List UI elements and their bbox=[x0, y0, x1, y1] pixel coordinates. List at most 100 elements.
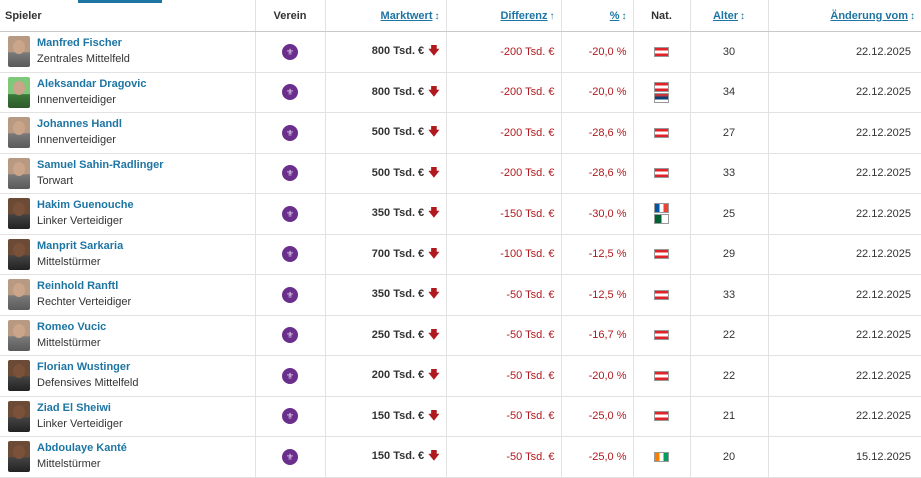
age-cell: 22 bbox=[689, 315, 768, 356]
player-name-link[interactable]: Johannes Handl bbox=[37, 118, 122, 131]
club-logo-icon[interactable]: ⚜ bbox=[282, 286, 298, 303]
club-cell: ⚜ bbox=[254, 193, 325, 234]
change-date-cell: 22.12.2025 bbox=[767, 355, 921, 396]
market-value: 500 Tsd. € bbox=[371, 166, 425, 179]
table-header-row: Spieler Verein Marktwert ↕ Differenz ↑ % ↕ … bbox=[0, 0, 921, 32]
player-name-link[interactable]: Aleksandar Dragovic bbox=[37, 77, 147, 90]
flag-at-icon bbox=[654, 249, 669, 260]
header-difference[interactable]: Differenz ↑ bbox=[445, 0, 561, 32]
change-date-cell: 22.12.2025 bbox=[767, 274, 921, 315]
player-name-link[interactable]: Romeo Vucic bbox=[37, 320, 107, 333]
player-avatar[interactable] bbox=[8, 117, 30, 149]
flag-at-icon bbox=[654, 81, 669, 92]
player-avatar[interactable] bbox=[8, 198, 30, 230]
change-date-cell: 15.12.2025 bbox=[767, 436, 921, 477]
difference-cell: -200 Tsd. € bbox=[445, 112, 561, 153]
arrow-down-icon: 🡇 bbox=[428, 247, 440, 260]
flag-fr-icon bbox=[654, 203, 669, 214]
sort-age-link[interactable]: Alter bbox=[712, 9, 739, 22]
player-avatar[interactable] bbox=[8, 238, 30, 270]
sort-up-icon[interactable]: ↑ bbox=[549, 10, 555, 22]
club-cell: ⚜ bbox=[254, 355, 325, 396]
age-cell: 33 bbox=[689, 153, 768, 194]
market-value: 700 Tsd. € bbox=[371, 247, 425, 260]
club-logo-icon[interactable]: ⚜ bbox=[282, 205, 298, 222]
difference-cell: -200 Tsd. € bbox=[445, 31, 561, 72]
market-value: 150 Tsd. € bbox=[371, 450, 425, 463]
arrow-down-icon: 🡇 bbox=[428, 166, 440, 179]
player-cell: Aleksandar Dragovic Innenverteidiger bbox=[0, 72, 255, 113]
player-avatar[interactable] bbox=[8, 157, 30, 189]
player-cell: Hakim Guenouche Linker Verteidiger bbox=[0, 194, 255, 235]
player-avatar[interactable] bbox=[8, 319, 30, 351]
sort-difference-link[interactable]: Differenz bbox=[500, 9, 548, 22]
table-row: Abdoulaye Kanté Mittelstürmer ⚜ 150 Tsd.… bbox=[0, 436, 921, 477]
header-age[interactable]: Alter ↕ bbox=[689, 0, 768, 32]
player-name-link[interactable]: Florian Wustinger bbox=[37, 361, 131, 374]
difference-cell: -50 Tsd. € bbox=[445, 436, 561, 477]
flag-dz-icon bbox=[654, 214, 669, 225]
player-avatar[interactable] bbox=[8, 76, 30, 108]
header-percent[interactable]: % ↕ bbox=[560, 0, 633, 32]
header-market-value[interactable]: Marktwert ↕ bbox=[324, 0, 446, 32]
player-name-link[interactable]: Ziad El Sheiwi bbox=[37, 401, 111, 414]
percent-cell: -30,0 % bbox=[560, 193, 633, 234]
flag-ci-icon bbox=[654, 451, 669, 462]
player-avatar[interactable] bbox=[8, 279, 30, 311]
club-logo-icon[interactable]: ⚜ bbox=[282, 84, 298, 101]
club-logo-icon[interactable]: ⚜ bbox=[282, 408, 298, 425]
age-cell: 30 bbox=[689, 31, 768, 72]
player-name-link[interactable]: Manprit Sarkaria bbox=[37, 239, 124, 252]
player-position: Innenverteidiger bbox=[37, 93, 116, 106]
club-logo-icon[interactable]: ⚜ bbox=[282, 124, 298, 141]
change-date-cell: 22.12.2025 bbox=[767, 112, 921, 153]
market-value: 350 Tsd. € bbox=[371, 288, 425, 301]
player-avatar[interactable] bbox=[8, 400, 30, 432]
table-row: Reinhold Ranftl Rechter Verteidiger ⚜ 35… bbox=[0, 274, 921, 315]
sort-both-icon[interactable]: ↕ bbox=[910, 10, 915, 22]
club-logo-icon[interactable]: ⚜ bbox=[282, 367, 298, 384]
player-position: Defensives Mittelfeld bbox=[37, 377, 139, 390]
percent-cell: -28,6 % bbox=[560, 153, 633, 194]
sort-both-icon[interactable]: ↕ bbox=[740, 10, 746, 22]
player-name-link[interactable]: Reinhold Ranftl bbox=[37, 280, 119, 293]
sort-change-date-link[interactable]: Änderung vom bbox=[830, 9, 908, 22]
table-row: Aleksandar Dragovic Innenverteidiger ⚜ 8… bbox=[0, 72, 921, 113]
sort-both-icon[interactable]: ↕ bbox=[621, 10, 627, 22]
change-date-cell: 22.12.2025 bbox=[767, 234, 921, 275]
percent-cell: -25,0 % bbox=[560, 396, 633, 437]
player-name-link[interactable]: Hakim Guenouche bbox=[37, 199, 134, 212]
change-date-cell: 22.12.2025 bbox=[767, 193, 921, 234]
change-date-cell: 22.12.2025 bbox=[767, 315, 921, 356]
flag-at-icon bbox=[654, 289, 669, 300]
club-logo-icon[interactable]: ⚜ bbox=[282, 43, 298, 60]
nationality-cell bbox=[632, 274, 690, 315]
flag-at-icon bbox=[654, 411, 669, 422]
nationality-cell bbox=[632, 355, 690, 396]
market-value-cell: 800 Tsd. € 🡇 bbox=[324, 72, 446, 113]
header-change-date[interactable]: Änderung vom ↕ bbox=[767, 0, 921, 32]
table-row: Romeo Vucic Mittelstürmer ⚜ 250 Tsd. € 🡇 … bbox=[0, 315, 921, 356]
age-cell: 25 bbox=[689, 193, 768, 234]
change-date-cell: 22.12.2025 bbox=[767, 72, 921, 113]
sort-percent-link[interactable]: % bbox=[609, 9, 620, 22]
player-name-link[interactable]: Abdoulaye Kanté bbox=[37, 442, 127, 455]
market-value-cell: 500 Tsd. € 🡇 bbox=[324, 153, 446, 194]
club-logo-icon[interactable]: ⚜ bbox=[282, 165, 298, 182]
sort-both-icon[interactable]: ↕ bbox=[434, 10, 440, 22]
club-logo-icon[interactable]: ⚜ bbox=[282, 448, 298, 465]
player-avatar[interactable] bbox=[8, 441, 30, 473]
player-avatar[interactable] bbox=[8, 36, 30, 68]
player-avatar[interactable] bbox=[8, 360, 30, 392]
club-logo-icon[interactable]: ⚜ bbox=[282, 246, 298, 263]
arrow-down-icon: 🡇 bbox=[428, 85, 440, 98]
club-logo-icon[interactable]: ⚜ bbox=[282, 327, 298, 344]
player-position: Linker Verteidiger bbox=[37, 215, 123, 228]
sort-market-value-link[interactable]: Marktwert bbox=[380, 9, 433, 22]
table-row: Ziad El Sheiwi Linker Verteidiger ⚜ 150 … bbox=[0, 396, 921, 437]
club-cell: ⚜ bbox=[254, 31, 325, 72]
player-name-link[interactable]: Samuel Sahin-Radlinger bbox=[37, 158, 164, 171]
player-name-link[interactable]: Manfred Fischer bbox=[37, 37, 122, 50]
club-cell: ⚜ bbox=[254, 72, 325, 113]
